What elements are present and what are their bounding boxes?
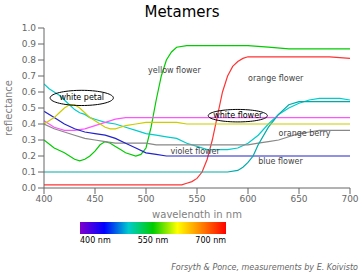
svg-text:orange berry: orange berry	[279, 129, 331, 138]
svg-text:0.3: 0.3	[22, 135, 36, 145]
svg-text:0.2: 0.2	[22, 151, 36, 161]
svg-text:0.4: 0.4	[22, 119, 37, 129]
svg-text:500: 500	[137, 194, 154, 204]
svg-text:0.6: 0.6	[22, 87, 37, 97]
svg-text:0.9: 0.9	[22, 39, 37, 49]
svg-text:0.1: 0.1	[22, 167, 36, 177]
svg-text:700: 700	[341, 194, 356, 204]
svg-text:0.0: 0.0	[22, 183, 37, 193]
svg-text:600: 600	[239, 194, 256, 204]
svg-text:orange flower: orange flower	[248, 74, 304, 83]
svg-text:reflectance: reflectance	[8, 80, 14, 136]
svg-text:550: 550	[188, 194, 205, 204]
svg-text:white flower: white flower	[213, 111, 263, 120]
html-text:400 nm: 400 nm	[80, 236, 111, 245]
svg-text:wavelength in nm: wavelength in nm	[152, 209, 242, 218]
html-text:700 nm: 700 nm	[195, 236, 226, 245]
svg-text:yellow flower: yellow flower	[148, 66, 201, 75]
svg-text:white petal: white petal	[59, 93, 104, 102]
svg-text:1.0: 1.0	[22, 23, 37, 33]
svg-text:0.8: 0.8	[22, 55, 37, 65]
svg-text:violet flower: violet flower	[170, 147, 220, 156]
html-text:550 nm: 550 nm	[137, 236, 169, 245]
svg-text:400: 400	[35, 194, 52, 204]
html-text:Forsyth & Ponce, measurements: Forsyth & Ponce, measurements by E. Koiv…	[171, 263, 358, 272]
svg-text:0.7: 0.7	[22, 71, 36, 81]
html-text:Metamers: Metamers	[144, 3, 220, 21]
svg-text:blue flower: blue flower	[258, 157, 303, 166]
svg-text:650: 650	[290, 194, 307, 204]
svg-text:0.5: 0.5	[22, 103, 36, 113]
svg-text:450: 450	[86, 194, 103, 204]
